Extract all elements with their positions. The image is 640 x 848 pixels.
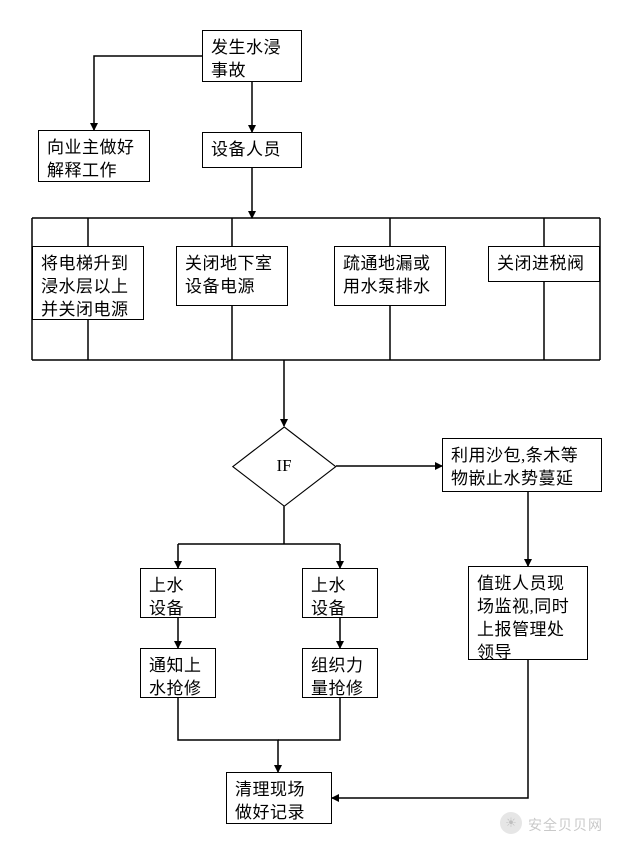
node-n_staff: 设备人员 — [202, 132, 302, 168]
node-n_org: 组织力量抢修 — [302, 648, 378, 698]
node-n_valve: 关闭进税阀 — [488, 246, 600, 282]
node-n_eq1: 上水设备 — [140, 568, 216, 618]
node-n_explain: 向业主做好解释工作 — [38, 130, 150, 182]
edge — [94, 56, 202, 130]
watermark-text: 安全贝贝网 — [528, 815, 603, 835]
node-n_sandbag: 利用沙包,条木等物嵌止水势蔓延 — [442, 438, 602, 492]
flowchart-canvas: ☀ 安全贝贝网 发生水浸事故向业主做好解释工作 设备人员将电梯升到浸水层以上并关闭… — [0, 0, 640, 848]
node-n_start: 发生水浸事故 — [202, 30, 302, 82]
node-n_clean: 清理现场做好记录 — [226, 772, 332, 824]
watermark-icon: ☀ — [500, 812, 522, 834]
edge — [178, 698, 278, 772]
node-n_monitor: 值班人员现场监视,同时上报管理处领导 — [468, 566, 588, 660]
edge — [278, 698, 340, 740]
node-n_drain: 疏通地漏或用水泵排水 — [334, 246, 446, 306]
node-n_notice: 通知上水抢修 — [140, 648, 216, 698]
node-n_power: 关闭地下室设备电源 — [176, 246, 288, 306]
node-n_eq2: 上水设备 — [302, 568, 378, 618]
node-n_elev: 将电梯升到浸水层以上并关闭电源 — [32, 246, 144, 320]
edges-layer — [0, 0, 640, 848]
